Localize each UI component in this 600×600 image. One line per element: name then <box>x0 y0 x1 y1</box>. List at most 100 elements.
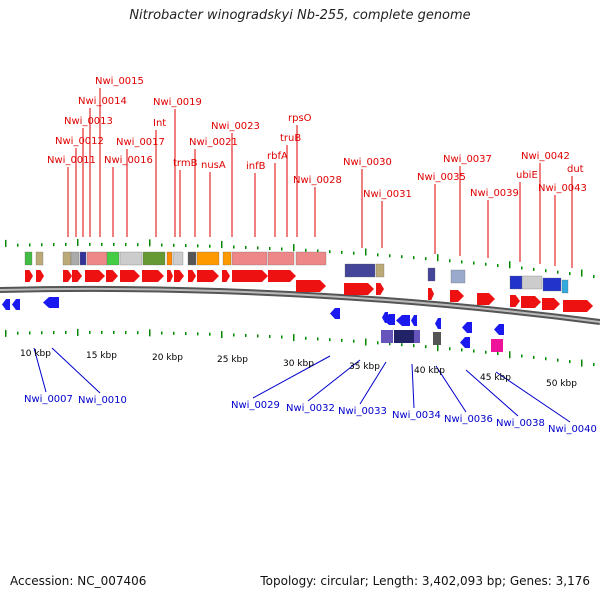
forward-gene-label: nusA <box>201 160 226 171</box>
forward-gene-label: Nwi_0042 <box>521 151 570 162</box>
reverse-gene-arrow <box>330 308 340 319</box>
forward-gene-arrow <box>142 270 164 282</box>
upper-ruler-tick <box>401 255 403 259</box>
feature-block <box>375 263 385 278</box>
lower-ruler-tick <box>569 360 571 364</box>
lower-ruler-tick <box>53 331 55 335</box>
forward-gene-arrow <box>222 270 230 282</box>
reverse-gene-label: Nwi_0029 <box>231 400 280 411</box>
forward-gene-label: Nwi_0017 <box>116 137 165 148</box>
feature-block <box>86 251 108 266</box>
feature-block <box>521 275 543 290</box>
reverse-gene-arrow <box>411 315 417 326</box>
lower-ruler-tick <box>401 343 403 347</box>
forward-gene-label: Nwi_0015 <box>95 76 144 87</box>
upper-ruler-tick <box>329 250 331 254</box>
reverse-label-leader <box>465 369 519 417</box>
forward-gene-label: rpsO <box>288 113 312 124</box>
upper-ruler-tick <box>137 243 139 247</box>
lower-ruler-tick <box>89 330 91 334</box>
forward-gene-label: Nwi_0016 <box>104 155 153 166</box>
feature-block <box>70 251 80 266</box>
lower-ruler-tick <box>581 359 583 367</box>
forward-gene-label: trmB <box>173 158 198 169</box>
forward-gene-arrow <box>85 270 105 282</box>
lower-ruler-tick <box>353 339 355 343</box>
genome-summary-text: Topology: circular; Length: 3,402,093 bp… <box>260 574 590 588</box>
tick-layer: 10 kbp 15 kbp 20 kbp 25 kbp 30 kbp 35 kbp 40 k… <box>5 238 595 389</box>
lower-ruler-tick <box>221 331 223 339</box>
lower-ruler-tick <box>317 337 319 341</box>
upper-ruler-tick <box>101 242 103 246</box>
reverse-gene-arrow <box>396 315 410 326</box>
upper-ruler-tick <box>569 272 571 276</box>
lower-ruler-tick <box>329 338 331 342</box>
lower-ruler-tick <box>593 363 595 367</box>
feature-block <box>414 330 420 343</box>
feature-block <box>491 339 503 352</box>
lower-ruler-tick <box>305 336 307 340</box>
forward-gene-label: Nwi_0030 <box>343 157 392 168</box>
reverse-gene-arrow <box>382 312 388 323</box>
upper-ruler-tick <box>485 262 487 266</box>
upper-ruler-tick <box>29 243 31 247</box>
feature-layer <box>0 251 600 352</box>
forward-gene-arrow <box>296 280 326 292</box>
reverse-label-leader <box>495 371 571 423</box>
label-layer: Nwi_0011 Nwi_0012 Nwi_0013 Nwi_0014 Nwi_0015… <box>24 76 597 435</box>
lower-ruler-tick <box>125 331 127 335</box>
forward-gene-arrow <box>477 293 495 305</box>
upper-ruler-tick <box>389 254 391 258</box>
feature-block <box>542 277 562 292</box>
upper-ruler-tick <box>173 243 175 247</box>
upper-ruler-tick <box>221 241 223 249</box>
lower-ruler-tick <box>413 344 415 348</box>
lower-ruler-tick <box>197 332 199 336</box>
feature-block <box>196 251 220 266</box>
lower-ruler-tick <box>521 354 523 358</box>
forward-gene-label: Nwi_0013 <box>64 116 113 127</box>
upper-ruler-tick <box>425 257 427 261</box>
lower-ruler-tick <box>5 329 7 337</box>
upper-ruler-tick <box>473 261 475 265</box>
lower-ruler-tick <box>137 331 139 335</box>
feature-block <box>267 251 295 266</box>
reverse-label-leader <box>411 363 415 409</box>
reverse-gene-arrow <box>43 297 59 308</box>
lower-ruler-tick <box>545 357 547 361</box>
reverse-label-leader <box>359 361 387 405</box>
lower-ruler-tick <box>245 333 247 337</box>
upper-ruler-tick <box>41 243 43 247</box>
feature-block <box>119 251 143 266</box>
lower-ruler-tick <box>365 338 367 346</box>
forward-gene-arrow <box>36 270 44 282</box>
reverse-gene-label: Nwi_0036 <box>444 414 493 425</box>
feature-block <box>394 330 414 343</box>
feature-block <box>24 251 33 266</box>
reverse-gene-label: Nwi_0034 <box>392 410 441 421</box>
feature-block <box>509 275 523 290</box>
reverse-gene-label: Nwi_0038 <box>496 418 545 429</box>
lower-ruler-tick <box>485 350 487 354</box>
upper-ruler-tick <box>5 239 7 247</box>
scale-label: 15 kbp <box>86 351 117 361</box>
forward-gene-arrow <box>197 270 219 282</box>
upper-ruler-tick <box>461 260 463 264</box>
upper-ruler-tick <box>77 238 79 246</box>
lower-ruler-tick <box>497 351 499 355</box>
reverse-label-leader <box>435 365 467 413</box>
feature-block <box>142 251 166 266</box>
upper-ruler-tick <box>269 246 271 250</box>
upper-ruler-tick <box>17 243 19 247</box>
upper-ruler-tick <box>521 266 523 270</box>
lower-ruler-tick <box>29 331 31 335</box>
upper-ruler-tick <box>497 263 499 267</box>
feature-block <box>106 251 120 266</box>
upper-ruler-tick <box>305 248 307 252</box>
forward-gene-label: Int <box>153 118 166 129</box>
forward-gene-arrow <box>106 270 118 282</box>
lower-ruler-tick <box>557 358 559 362</box>
upper-ruler-tick <box>185 244 187 248</box>
forward-gene-label: Nwi_0014 <box>78 96 127 107</box>
accession-text: Accession: NC_007406 <box>10 574 147 588</box>
